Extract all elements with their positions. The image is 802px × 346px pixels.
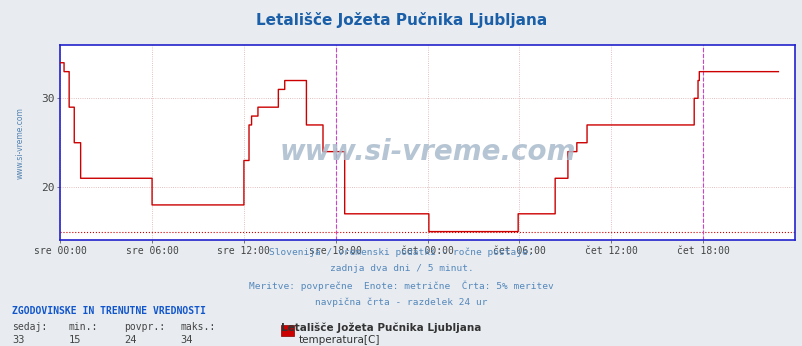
Text: 33: 33 [12,335,25,345]
Text: povpr.:: povpr.: [124,322,165,333]
Text: Slovenija / vremenski podatki - ročne postaje.: Slovenija / vremenski podatki - ročne po… [269,247,533,257]
Text: temperatura[C]: temperatura[C] [298,335,379,345]
Text: min.:: min.: [68,322,98,333]
Text: www.si-vreme.com: www.si-vreme.com [15,107,24,179]
Text: ZGODOVINSKE IN TRENUTNE VREDNOSTI: ZGODOVINSKE IN TRENUTNE VREDNOSTI [12,306,205,316]
Text: Meritve: povprečne  Enote: metrične  Črta: 5% meritev: Meritve: povprečne Enote: metrične Črta:… [249,281,553,291]
Text: maks.:: maks.: [180,322,216,333]
Text: 15: 15 [68,335,81,345]
Text: navpična črta - razdelek 24 ur: navpična črta - razdelek 24 ur [315,297,487,307]
Text: Letališče Jožeta Pučnika Ljubljana: Letališče Jožeta Pučnika Ljubljana [256,12,546,28]
Text: Letališče Jožeta Pučnika Ljubljana: Letališče Jožeta Pučnika Ljubljana [281,322,481,333]
Text: zadnja dva dni / 5 minut.: zadnja dva dni / 5 minut. [329,264,473,273]
Text: 24: 24 [124,335,137,345]
Text: sedaj:: sedaj: [12,322,47,333]
Text: www.si-vreme.com: www.si-vreme.com [279,138,575,166]
Text: 34: 34 [180,335,193,345]
